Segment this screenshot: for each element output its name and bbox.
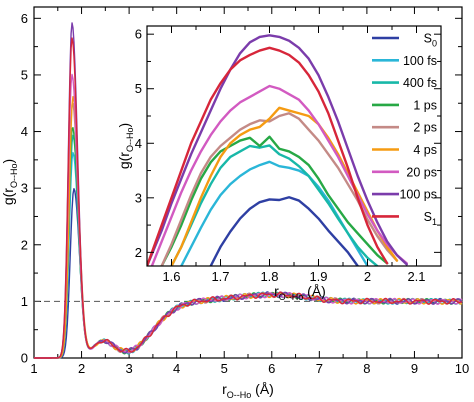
inset-series-1-ps: [160, 135, 389, 266]
legend-label-100-fs: 100 fs: [403, 54, 437, 68]
main-x-tick-label: 6: [268, 361, 275, 376]
inset-x-axis-title: rO--Ho (Å): [274, 283, 326, 302]
main-x-axis-title: rO--Ho (Å): [222, 381, 274, 400]
inset-series-s1: [147, 46, 389, 266]
inset-y-axis-title: g(rO--Ho): [116, 123, 135, 169]
legend-label-400-fs: 400 fs: [403, 76, 437, 90]
inset-x-tick-label: 1.7: [211, 269, 229, 284]
inset-series-4-ps: [170, 106, 399, 266]
main-x-tick-label: 3: [125, 361, 132, 376]
inset-series-s0: [209, 196, 359, 266]
main-x-tick-label: 8: [363, 361, 370, 376]
main-x-tick-label: 10: [455, 361, 469, 376]
inset-y-tick-label: 3: [135, 190, 142, 205]
inset-x-tick-label: 1.8: [260, 269, 278, 284]
main-y-tick-label: 0: [21, 351, 28, 366]
inset-series-group: [147, 34, 408, 266]
inset-series-400-fs: [170, 144, 379, 266]
inset-x-tick-label: 1.9: [309, 269, 327, 284]
inset-x-tick-label: 2.1: [407, 269, 425, 284]
main-x-tick-label: 4: [173, 361, 180, 376]
main-y-tick-label: 3: [21, 181, 28, 196]
inset-series-100-ps: [147, 34, 408, 266]
main-y-tick-label: 1: [21, 294, 28, 309]
inset-y-tick-label: 5: [135, 81, 142, 96]
legend-label-4-ps: 4 ps: [413, 143, 437, 157]
main-y-tick-label: 6: [21, 11, 28, 26]
legend-label-20-ps: 20 ps: [406, 165, 437, 179]
legend-label-s1: S1: [424, 210, 437, 227]
inset-x-tick-label: 2: [364, 269, 371, 284]
inset-y-tick-label: 6: [135, 27, 142, 42]
inset-plot: 1.6 1.7 1.8 1.9 2 2.1 2 3 4 5 6 S0 100 fs 400 fs 1 ps…: [135, 25, 442, 284]
legend-label-100-ps: 100 ps: [399, 188, 437, 202]
main-x-tick-label: 7: [316, 361, 323, 376]
main-x-tick-label: 5: [221, 361, 228, 376]
main-y-axis-title: g(rO--Ho): [0, 159, 19, 205]
legend-label-1-ps: 1 ps: [413, 98, 437, 112]
main-y-tick-label: 5: [21, 67, 28, 82]
main-series-s1: [34, 37, 463, 359]
legend-label-2-ps: 2 ps: [413, 121, 437, 135]
inset-axis-ticks: 1.6 1.7 1.8 1.9 2 2.1 2 3 4 5 6: [135, 26, 441, 284]
inset-series-20-ps: [150, 84, 408, 266]
main-x-tick-label: 2: [78, 361, 85, 376]
inset-y-tick-label: 4: [135, 136, 142, 151]
main-y-tick-label: 2: [21, 237, 28, 252]
inset-y-tick-label: 2: [135, 245, 142, 260]
main-series-group: [34, 22, 463, 359]
main-y-tick-label: 4: [21, 124, 28, 139]
inset-x-tick-label: 1.6: [162, 269, 180, 284]
legend-label-s0: S0: [424, 32, 437, 49]
main-x-tick-label: 1: [30, 361, 37, 376]
main-x-tick-label: 9: [411, 361, 418, 376]
legend: S0 100 fs 400 fs 1 ps 2 ps 4 ps 20 ps 100 ps S1: [372, 32, 437, 227]
